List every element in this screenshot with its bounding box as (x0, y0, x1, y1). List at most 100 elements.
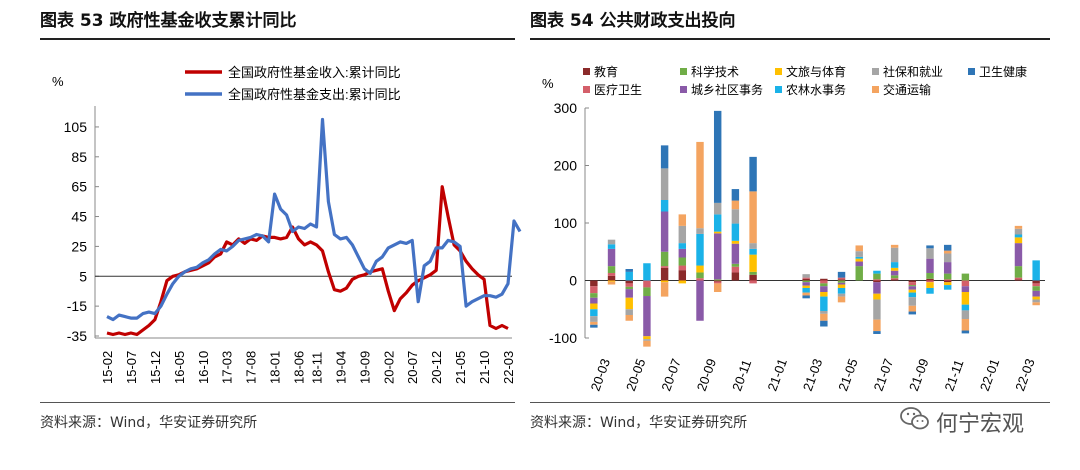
x-tick-label: 20-02 (381, 351, 396, 384)
bar-20-06-5 (643, 336, 651, 340)
legend-label: 文旅与体育 (786, 64, 846, 79)
bar-21-07-3 (873, 273, 881, 280)
bar-21-05-6 (837, 287, 846, 294)
y-tick-label: 0 (569, 273, 577, 289)
bar-20-05-4 (625, 289, 633, 298)
wechat-icon (900, 406, 930, 438)
watermark-text: 何宁宏观 (936, 412, 1025, 437)
x-tick-label: 20-09 (694, 357, 719, 393)
x-tick-label: 21-05 (835, 357, 860, 393)
bar-21-11-8 (943, 250, 952, 254)
bar-20-04-1 (607, 275, 616, 281)
left-line-chart: % -35 -15 5 25 45 65 85 105 15-02 15-07 15-12 16-05 1… (52, 65, 522, 384)
bar-20-06-3 (643, 287, 651, 297)
legend-label: 全国政府性基金收入:累计同比 (228, 65, 401, 80)
x-tick-label: 15-02 (100, 351, 115, 384)
bar-21-08-7 (890, 247, 899, 263)
x-tick-label: 20-11 (729, 358, 754, 393)
bar-20-08-8 (678, 214, 687, 226)
bar-20-12-8 (749, 191, 757, 244)
bar-21-07-9 (873, 331, 881, 334)
bar-20-07-7 (660, 168, 669, 200)
x-tick-label: 20-07 (658, 357, 683, 393)
y-tick-label: -35 (67, 328, 87, 344)
y-tick-label: 65 (71, 179, 87, 195)
bar-21-09-1 (908, 280, 917, 283)
bar-20-11-9 (731, 189, 740, 201)
legend-label: 科学技术 (691, 64, 739, 79)
bar-21-07-7 (873, 299, 881, 320)
right-stacked-bar-chart: % -100 0 100 200 300 20-03 20-05 20-07 20-09 20-11… (542, 64, 1045, 393)
bar-20-11-1 (731, 272, 740, 281)
bar-20-09-4 (696, 280, 704, 321)
x-tick-label: 19-09 (357, 351, 372, 384)
bar-21-03-6 (802, 287, 810, 293)
bar-21-11-7 (943, 253, 952, 263)
x-tick-label: 21-01 (764, 357, 789, 393)
bar-20-09-5 (696, 265, 704, 273)
bar-20-05-9 (625, 269, 633, 272)
legend-label: 教育 (594, 64, 618, 79)
bar-20-03-3 (590, 293, 598, 298)
bar-20-03-9 (590, 324, 598, 328)
bar-21-03-1 (802, 278, 810, 281)
bar-21-07-2 (873, 279, 881, 281)
legend-swatch (680, 68, 687, 75)
legend-swatch (968, 68, 975, 75)
bar-21-09-2 (908, 282, 917, 286)
bar-21-03-5 (802, 285, 810, 288)
bar-22-04-8 (1032, 302, 1040, 306)
legend-label: 社保和就业 (883, 64, 943, 79)
bar-22-04-3 (1032, 286, 1040, 291)
legend-label: 交通运输 (883, 82, 931, 97)
x-tick-label: 16-05 (172, 351, 187, 384)
bar-21-10-1 (926, 278, 934, 281)
bar-20-12-3 (749, 271, 757, 275)
bar-21-12-2 (961, 280, 970, 287)
bar-20-11-8 (731, 200, 740, 210)
bar-20-04-2 (607, 273, 616, 276)
x-tick-label: 22-01 (977, 357, 1002, 393)
bar-21-03-8 (802, 292, 810, 296)
bar-21-12-8 (961, 319, 970, 331)
bar-20-08-3 (678, 257, 687, 266)
bar-22-04-4 (1032, 290, 1040, 297)
bar-20-06-8 (643, 340, 651, 347)
bar-20-05-5 (625, 297, 633, 310)
bar-20-07-2 (660, 266, 669, 268)
y-tick-label: 5 (79, 268, 87, 284)
bar-21-11-9 (943, 244, 952, 251)
legend-swatch (680, 86, 687, 93)
bar-20-04-8 (607, 281, 616, 285)
bar-20-05-6 (625, 271, 633, 281)
bar-21-07-1 (873, 280, 881, 283)
bar-21-05-1 (837, 279, 846, 281)
bar-20-04-3 (607, 266, 616, 274)
bar-22-04-7 (1032, 299, 1040, 303)
right-source: 资料来源：Wind，华安证券研究所 (530, 415, 748, 431)
bar-20-09-3 (696, 272, 704, 279)
bar-21-09-8 (908, 305, 917, 312)
bar-21-08-1 (890, 279, 899, 281)
y-tick-label: 25 (71, 238, 87, 254)
bar-21-11-4 (943, 262, 952, 274)
bar-21-11-5 (943, 282, 952, 286)
x-tick-label: 16-10 (196, 351, 211, 384)
bar-21-03-2 (802, 277, 810, 279)
bar-20-08-7 (678, 225, 687, 244)
bar-21-04-5 (820, 292, 828, 297)
bar-21-09-5 (908, 289, 917, 293)
bar-20-09-8 (696, 141, 704, 229)
y-tick-label: 200 (554, 158, 578, 174)
bar-22-03-6 (1014, 234, 1023, 238)
bar-20-09-2 (696, 278, 704, 281)
bar-21-05-5 (837, 284, 846, 288)
right-source-rule (530, 402, 1050, 403)
bar-20-06-4 (643, 296, 651, 337)
bar-20-05-2 (625, 283, 633, 287)
bar-20-07-1 (660, 267, 669, 281)
y-tick-label: -15 (67, 298, 87, 314)
legend-swatch (583, 86, 590, 93)
bar-21-09-3 (908, 285, 917, 287)
bar-22-03-7 (1014, 228, 1023, 235)
